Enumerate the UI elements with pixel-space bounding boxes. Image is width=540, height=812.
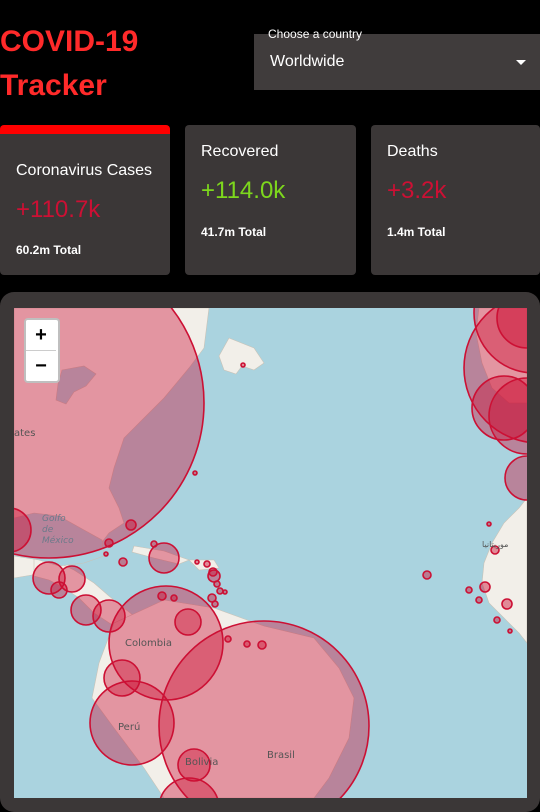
app-title-line-2: Tracker [0, 69, 107, 102]
africa-land [481, 497, 527, 644]
world-map[interactable]: ates Golfo de México Colombia Perú Brasi… [14, 308, 527, 798]
country-select-label: Choose a country [268, 27, 363, 41]
zoom-control: + − [24, 318, 60, 383]
dominican-cases-circle [148, 542, 180, 574]
portugal-cases-circle [471, 375, 527, 441]
deaths-card-new: +3.2k [387, 177, 447, 204]
venezuela-cases-circle [174, 608, 202, 636]
deaths-card-title: Deaths [387, 143, 438, 160]
map-label-colombia: Colombia [125, 638, 172, 649]
gulf-of-mexico-water [14, 512, 105, 567]
ecuador-cases-circle [103, 659, 141, 697]
guatemala-cases-circle [32, 561, 66, 595]
map-label-bolivia: Bolivia [185, 757, 219, 768]
south-america-land [91, 599, 355, 798]
deaths-card[interactable]: Deaths +3.2k 1.4m Total [371, 125, 540, 275]
italy-cases-circle [496, 308, 527, 349]
zoom-out-button[interactable]: − [26, 351, 56, 381]
recovered-card-title: Recovered [201, 143, 279, 160]
usa-cases-circle [14, 308, 205, 559]
canada-maritimes-land [218, 337, 265, 375]
cases-card-title: Coronavirus Cases [16, 162, 153, 179]
country-select-value: Worldwide [270, 53, 345, 70]
map-label-brasil: Brasil [267, 750, 295, 761]
map-label-mauritania: موريتانيا [482, 540, 509, 549]
small-case-dots [103, 362, 513, 650]
cuba-land [131, 545, 190, 565]
colombia-cases-circle [108, 585, 224, 701]
app-title: COVID-19 Tracker [0, 20, 138, 108]
caret-down-icon [516, 60, 526, 65]
recovered-card[interactable]: Recovered +114.0k 41.7m Total [185, 125, 356, 275]
map-label-gulf: Golfo de México [42, 514, 74, 546]
case-circles [14, 308, 527, 798]
recovered-card-new: +114.0k [201, 177, 286, 204]
great-lakes [55, 365, 97, 405]
map-tiles [14, 308, 527, 798]
peru-cases-circle [89, 680, 175, 766]
brazil-cases-circle [158, 620, 370, 798]
map-label-peru: Perú [118, 722, 141, 733]
honduras-cases-circle [58, 565, 86, 593]
recovered-card-total: 41.7m Total [201, 225, 267, 239]
zoom-in-button[interactable]: + [26, 320, 56, 351]
country-select[interactable]: Worldwide [254, 34, 540, 90]
spain-cases-circle [463, 308, 527, 443]
app-title-line-1: COVID-19 [0, 25, 139, 58]
cases-card[interactable]: Coronavirus Cases +110.7k 60.2m Total [0, 125, 170, 275]
cases-card-new: +110.7k [16, 196, 101, 223]
algeria-cases-circle [504, 455, 527, 501]
bolivia-cases-circle [177, 748, 211, 782]
cases-card-total: 60.2m Total [16, 243, 82, 257]
france-cases-circle [473, 308, 527, 374]
morocco-cases-circle [488, 377, 527, 455]
map-label-states: ates [14, 428, 36, 439]
deaths-card-total: 1.4m Total [387, 225, 446, 239]
panama-cases-circle [92, 599, 126, 633]
mexico-cases-circle [14, 507, 32, 553]
